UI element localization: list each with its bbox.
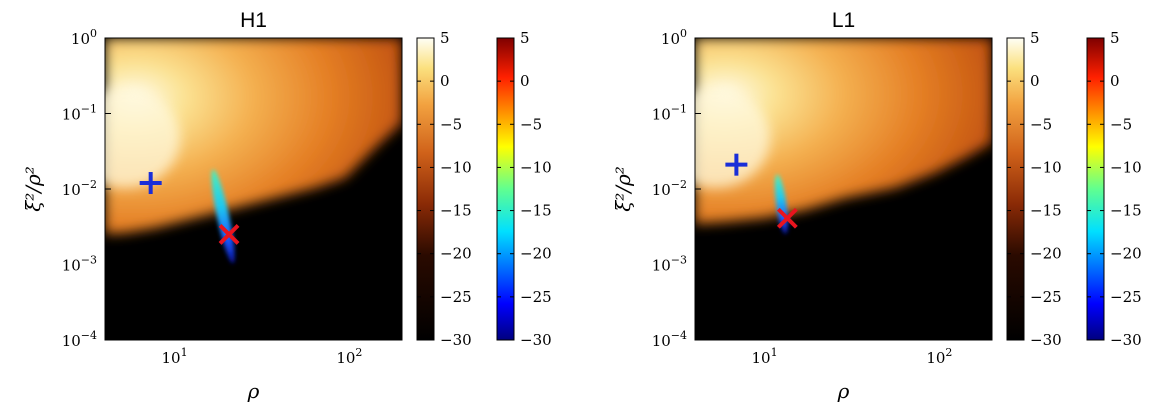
colorbar-tick-label: −5 <box>440 115 462 133</box>
colorbar-tick-label: −30 <box>1030 331 1062 349</box>
colorbar-tick-label: 0 <box>440 72 450 90</box>
colorbar-tick-label: −10 <box>520 158 552 176</box>
y-tick-label: 10−3 <box>652 254 687 275</box>
colorbar-tick-label: −10 <box>1110 158 1142 176</box>
colorbar-tick-label: −5 <box>520 115 542 133</box>
y-tick-label: 100 <box>71 27 97 48</box>
y-tick-label: 10−1 <box>652 103 687 124</box>
panel-l1: L1 101 102 10−4 10−3 10−2 10−1 100 ρ ξ²/ρ² 5 0 −5 −10… <box>611 9 1142 403</box>
x-tick-label: 101 <box>162 346 188 367</box>
colorbar-tick-label: −20 <box>520 245 552 263</box>
colorbar-tick-label: −5 <box>1110 115 1132 133</box>
colorbar-tick-label: −30 <box>520 331 552 349</box>
x-marker <box>776 207 798 229</box>
chart-title: H1 <box>240 9 267 32</box>
colorbar-tick-label: −25 <box>1110 288 1142 306</box>
y-axis-label: ξ²/ρ² <box>611 166 635 212</box>
colorbar-tick-label: −10 <box>440 158 472 176</box>
colorbar-jet: 5 0 −5 −10 −15 −20 −25 −30 <box>1086 29 1142 349</box>
y-tick-label: 100 <box>661 27 687 48</box>
y-tick-label: 10−4 <box>62 329 97 350</box>
colorbar-tick-label: −10 <box>1030 158 1062 176</box>
colorbar-tick-label: −5 <box>1030 115 1052 133</box>
hot-region <box>695 38 992 234</box>
plus-marker <box>139 172 162 195</box>
colorbar-jet: 5 0 −5 −10 −15 −20 −25 −30 <box>496 29 552 349</box>
x-tick-label: 101 <box>752 346 778 367</box>
y-tick-label: 10−4 <box>652 329 687 350</box>
colorbar-tick-label: 5 <box>1030 29 1040 47</box>
colorbar-tick-label: 0 <box>1110 72 1120 90</box>
colorbar-tick-label: 5 <box>1110 29 1120 47</box>
x-tick-label: 102 <box>336 346 362 367</box>
colorbar-tick-label: 5 <box>440 29 450 47</box>
colorbar-tick-label: −15 <box>1030 202 1062 220</box>
colorbar-tick-label: −30 <box>1110 331 1142 349</box>
y-axis-label: ξ²/ρ² <box>21 166 45 212</box>
colorbar-hot: 5 0 −5 −10 −15 −20 −25 −30 <box>416 29 472 349</box>
colorbar-tick-label: −20 <box>1110 245 1142 263</box>
jet-streak <box>211 169 235 264</box>
colorbar-tick-label: 5 <box>520 29 530 47</box>
colorbar-hot: 5 0 −5 −10 −15 −20 −25 −30 <box>1006 29 1062 349</box>
colorbar-tick-label: −15 <box>1110 202 1142 220</box>
colorbar-tick-label: −15 <box>440 202 472 220</box>
colorbar-tick-label: −25 <box>440 288 472 306</box>
colorbar-tick-label: −25 <box>1030 288 1062 306</box>
colorbar-tick-label: −20 <box>1030 245 1062 263</box>
colorbar-tick-label: −30 <box>440 331 472 349</box>
y-tick-label: 10−2 <box>62 178 97 199</box>
chart-title: L1 <box>832 9 855 32</box>
colorbar-tick-label: 0 <box>1030 72 1040 90</box>
hot-region <box>105 38 402 264</box>
y-tick-label: 10−3 <box>62 254 97 275</box>
y-tick-label: 10−2 <box>652 178 687 199</box>
x-axis-label: ρ <box>837 379 850 403</box>
x-axis-label: ρ <box>247 379 260 403</box>
colorbar-tick-label: −25 <box>520 288 552 306</box>
y-tick-label: 10−1 <box>62 103 97 124</box>
colorbar-tick-label: −15 <box>520 202 552 220</box>
colorbar-tick-label: 0 <box>520 72 530 90</box>
x-marker <box>218 224 240 245</box>
x-tick-label: 102 <box>926 346 952 367</box>
plus-marker <box>725 153 748 176</box>
panel-h1: H1 101 102 10−4 10−3 10−2 10−1 100 ρ ξ²/ρ² 5 0 −5 −10… <box>21 9 552 403</box>
colorbar-tick-label: −20 <box>440 245 472 263</box>
